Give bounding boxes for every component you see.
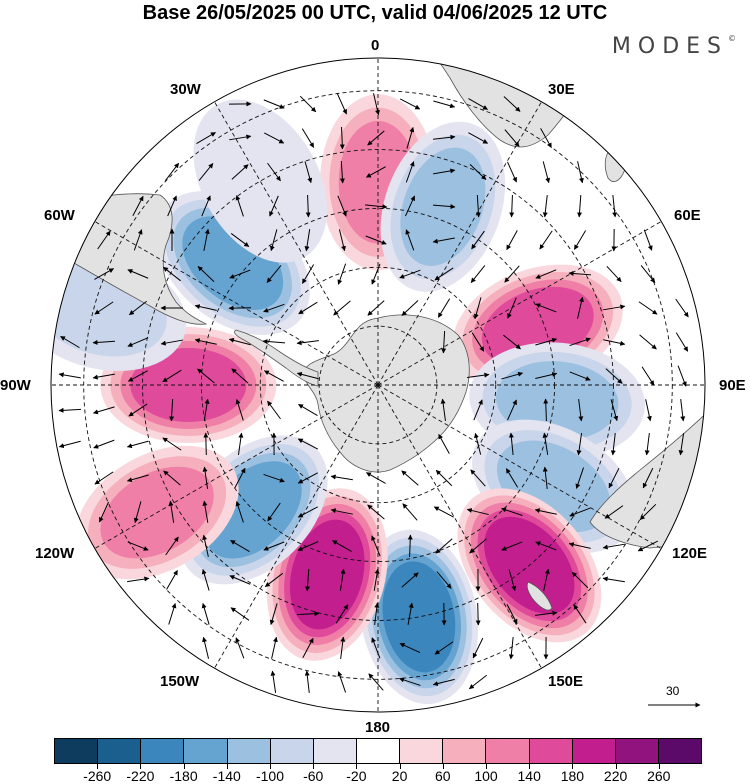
colorbar-tick-label: -60 [293, 768, 333, 784]
lon-label-150w: 150W [160, 674, 199, 690]
colorbar-tick-label: -20 [336, 768, 376, 784]
colorbar-tick-label: 60 [423, 768, 463, 784]
lon-label-120w: 120W [35, 546, 74, 562]
lon-label-30e: 30E [548, 82, 575, 98]
colorbar-tick-label: 260 [639, 768, 679, 784]
colorbar-segment [141, 739, 184, 763]
colorbar-segment [400, 739, 443, 763]
colorbar-tick-label: 100 [466, 768, 506, 784]
wind-vector [478, 603, 479, 625]
colorbar-tick-label: -220 [120, 768, 160, 784]
colorbar-segment [314, 739, 357, 763]
lon-label-30w: 30W [170, 82, 201, 98]
colorbar-segment [184, 739, 227, 763]
colorbar-tick-label: -180 [164, 768, 204, 784]
lon-label-180: 180 [365, 720, 390, 736]
colorbar-tick-label: 180 [552, 768, 592, 784]
colorbar-segment [573, 739, 616, 763]
colorbar-segment [55, 739, 98, 763]
lon-label-90w: 90W [0, 378, 31, 394]
colorbar-tick-label: 220 [596, 768, 636, 784]
colorbar-segment [357, 739, 400, 763]
wind-vector [206, 433, 207, 455]
colorbar-segment [443, 739, 486, 763]
colorbar-segment [486, 739, 529, 763]
colorbar-tick-label: 20 [380, 768, 420, 784]
reference-vector-value: 30 [666, 684, 679, 698]
colorbar-segment [530, 739, 573, 763]
colorbar-segment [616, 739, 659, 763]
lon-label-0: 0 [371, 38, 379, 54]
colorbar-segment [659, 739, 701, 763]
colorbar [54, 738, 702, 764]
colorbar-tick-label: -140 [207, 768, 247, 784]
colorbar-segment [98, 739, 141, 763]
colorbar-segment [271, 739, 314, 763]
colorbar-segment [228, 739, 271, 763]
lon-label-120e: 120E [672, 546, 707, 562]
lon-label-60e: 60E [674, 208, 701, 224]
colorbar-tick-label: 140 [509, 768, 549, 784]
colorbar-tick-label: -100 [250, 768, 290, 784]
colorbar-tick-label: -260 [77, 768, 117, 784]
lon-label-150e: 150E [548, 674, 583, 690]
lon-label-60w: 60W [44, 208, 75, 224]
lon-label-90e: 90E [719, 378, 746, 394]
